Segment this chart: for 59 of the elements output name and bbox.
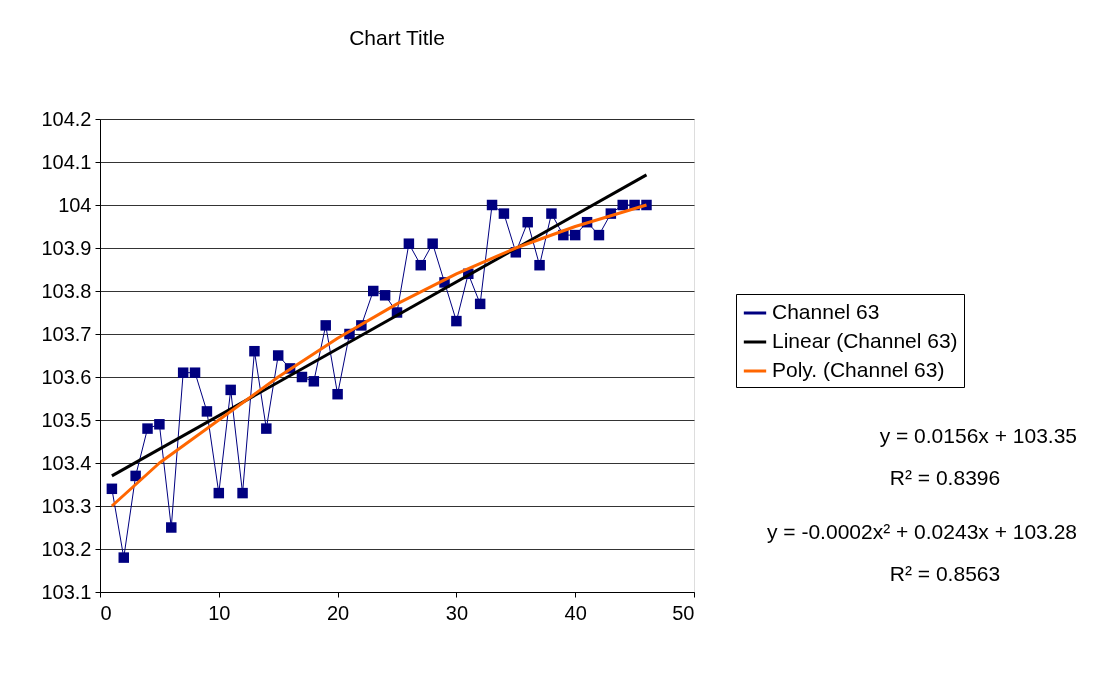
point — [177, 367, 189, 378]
point — [118, 552, 129, 563]
chart-title: Chart Title — [349, 26, 445, 49]
point — [308, 376, 320, 387]
point — [368, 285, 379, 297]
y-tick-label: 103.4 — [41, 451, 92, 474]
text: y = -0.0002x² + 0.0243x + 103.28 — [767, 520, 1077, 543]
y-tick-label: 104 — [58, 193, 92, 216]
point — [415, 259, 426, 271]
point — [272, 350, 284, 361]
point — [201, 406, 213, 417]
point — [593, 229, 605, 241]
text: R² = 0.8396 — [889, 466, 1001, 489]
x-tick-label: 40 — [564, 601, 587, 624]
point — [379, 290, 391, 301]
y-tick-label: 103.1 — [41, 580, 92, 603]
y-tick-label: 103.2 — [41, 537, 92, 560]
point — [106, 483, 118, 495]
point — [320, 320, 331, 331]
y-tick-label: 103.8 — [41, 279, 92, 302]
point — [617, 199, 628, 211]
y-tick-label: 103.5 — [41, 408, 92, 431]
point — [166, 522, 177, 533]
y-tick-label: 103.6 — [41, 365, 92, 388]
point — [522, 216, 533, 228]
point — [213, 487, 225, 499]
point — [237, 487, 248, 499]
point — [332, 388, 343, 400]
point — [451, 315, 462, 327]
point — [261, 423, 272, 434]
y-tick-label: 104.1 — [41, 150, 92, 173]
text: R² = 0.8563 — [889, 562, 1001, 585]
x-tick-label: 30 — [445, 601, 469, 624]
point — [189, 367, 201, 378]
point — [427, 238, 438, 249]
y-tick-label: 104.2 — [41, 107, 92, 130]
point — [403, 238, 415, 249]
legend-label: Linear (Channel 63) — [772, 329, 958, 352]
point — [486, 199, 498, 211]
x-tick-label: 20 — [326, 601, 350, 624]
point — [474, 298, 486, 310]
y-tick-label: 103.7 — [41, 322, 92, 345]
point — [249, 345, 260, 357]
point — [546, 208, 557, 219]
legend-label: Channel 63 — [772, 300, 880, 323]
point — [142, 423, 153, 434]
x-tick-label: 50 — [672, 601, 695, 624]
point — [154, 419, 165, 430]
text: y = 0.0156x + 103.35 — [879, 424, 1077, 447]
y-tick-label: 103.3 — [41, 494, 92, 517]
legend-label: Poly. (Channel 63) — [772, 358, 945, 381]
point — [225, 384, 236, 396]
point — [534, 259, 545, 271]
x-tick-label: 10 — [208, 601, 231, 624]
point — [498, 208, 510, 219]
y-tick-label: 103.9 — [41, 236, 92, 259]
x-tick-label: 0 — [100, 601, 112, 624]
point — [569, 229, 581, 241]
point — [130, 470, 141, 482]
